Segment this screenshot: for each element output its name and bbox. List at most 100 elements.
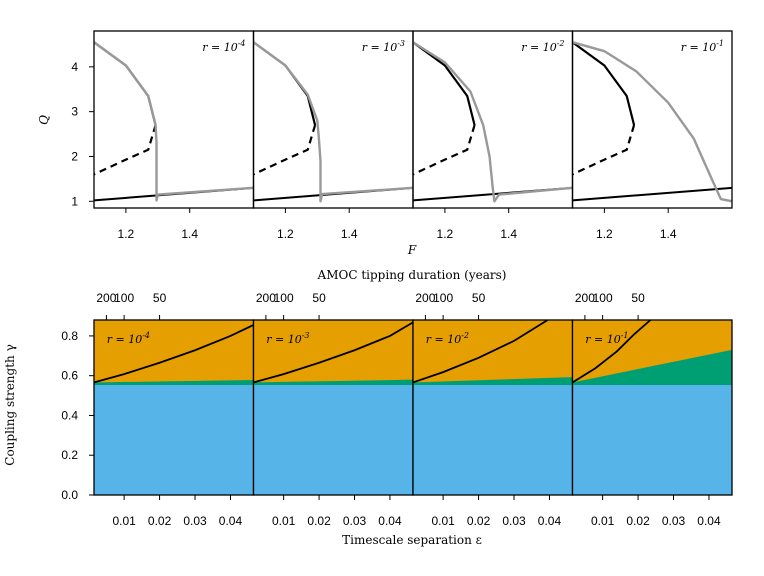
panel-label: r = 10-4 <box>107 331 150 346</box>
blue-region <box>94 385 254 495</box>
x-tick-label: 1.2 <box>277 227 294 241</box>
panel-label: r = 10-2 <box>426 331 469 346</box>
panel-label-exponent: -2 <box>461 331 469 340</box>
x-tick-label: 1.4 <box>500 227 517 241</box>
panel-label: r = 10-3 <box>266 331 309 346</box>
panel-label-base: r = 10 <box>681 41 716 54</box>
top-x-tick-label: 200 <box>415 291 435 305</box>
x-tick-label: 0.04 <box>697 514 721 528</box>
x-tick-label: 0.03 <box>343 514 367 528</box>
boundary-line <box>413 320 549 384</box>
x-tick-label: 1.2 <box>118 227 135 241</box>
x-tick-label: 0.03 <box>502 514 526 528</box>
x-tick-label: 0.02 <box>467 514 491 528</box>
panel-frame <box>93 30 255 209</box>
panel-label-base: r = 10 <box>426 333 461 346</box>
top-x-tick-label: 200 <box>575 291 595 305</box>
top-x-tick-label: 50 <box>631 291 645 305</box>
x-tick-label: 1.4 <box>341 227 358 241</box>
x-tick-label: 1.4 <box>660 227 677 241</box>
bottom-chart-top-axis-label: AMOC tipping duration (years) <box>317 268 507 282</box>
panel-frame <box>571 319 733 496</box>
panel-label: r = 10-3 <box>362 39 405 54</box>
stable-upper-branch <box>253 41 317 126</box>
x-tick-label: 0.03 <box>183 514 207 528</box>
panel-label-base: r = 10 <box>266 333 301 346</box>
panel-frame <box>252 30 414 209</box>
y-tick-label: 0.6 <box>61 369 78 383</box>
panel-label-base: r = 10 <box>202 41 237 54</box>
blue-region <box>413 385 573 495</box>
panel-label-base: r = 10 <box>521 41 556 54</box>
y-tick-label: 3 <box>71 105 78 119</box>
bottom-chart-x-label: Timescale separation ε <box>342 533 482 547</box>
stable-lower-branch <box>572 186 732 202</box>
bifurcation-panel-3: r = 10-2 1.2 1.4 <box>412 30 574 241</box>
top-chart-y-label: Q <box>37 115 51 125</box>
panel-frame <box>571 30 733 209</box>
y-tick-label: 0.2 <box>61 448 78 462</box>
panel-label-base: r = 10 <box>362 41 397 54</box>
top-x-tick-label: 50 <box>472 291 486 305</box>
top-x-tick-label: 50 <box>312 291 326 305</box>
top-x-tick-label: 200 <box>256 291 276 305</box>
unstable-branch <box>572 124 636 176</box>
x-tick-label: 0.04 <box>378 514 402 528</box>
panel-label-exponent: -4 <box>238 39 246 48</box>
stable-upper-branch <box>413 41 476 126</box>
x-tick-label: 0.01 <box>431 514 455 528</box>
bifurcation-panel-4: r = 10-1 1.2 1.4 <box>571 30 733 241</box>
panel-curves <box>413 41 573 203</box>
unstable-branch <box>413 124 476 176</box>
y-tick-label: 0.4 <box>61 408 78 422</box>
panel-label: r = 10-1 <box>681 39 724 54</box>
top-chart-x-label: F <box>407 243 417 257</box>
y-tick-label: 0.0 <box>61 488 78 502</box>
top-x-tick-label: 100 <box>274 291 294 305</box>
unstable-branch <box>94 124 157 176</box>
panel-label-exponent: -1 <box>716 39 724 48</box>
panel-regions <box>413 320 573 495</box>
panel-regions <box>572 320 732 495</box>
top-x-tick-label: 200 <box>96 291 116 305</box>
unstable-branch <box>253 124 317 176</box>
bifurcation-panel-1: r = 10-4 1.2 1.4 1 2 3 4 <box>71 30 255 241</box>
trajectory-curve <box>253 41 413 203</box>
panel-label-exponent: -4 <box>142 331 150 340</box>
top-x-tick-label: 50 <box>153 291 167 305</box>
trajectory-curve <box>94 41 254 202</box>
panel-curves <box>94 41 254 202</box>
panel-regions <box>94 320 254 495</box>
panel-label: r = 10-4 <box>202 39 245 54</box>
x-tick-label: 0.03 <box>662 514 686 528</box>
x-tick-label: 0.02 <box>307 514 331 528</box>
boundary-line <box>94 324 254 384</box>
top-x-tick-label: 100 <box>114 291 134 305</box>
panel-label-exponent: -2 <box>557 39 565 48</box>
bottom-chart-y-label: Coupling strength γ <box>3 344 17 465</box>
panel-label-exponent: -3 <box>302 331 310 340</box>
x-tick-label: 0.02 <box>148 514 172 528</box>
y-tick-label: 4 <box>71 60 78 74</box>
panel-curves <box>572 41 732 203</box>
panel-label: r = 10-2 <box>521 39 564 54</box>
x-tick-label: 0.01 <box>591 514 615 528</box>
top-x-tick-label: 100 <box>433 291 453 305</box>
top-x-tick-label: 100 <box>593 291 613 305</box>
panel-label-base: r = 10 <box>585 333 620 346</box>
x-tick-label: 0.01 <box>112 514 136 528</box>
y-tick-label: 0.8 <box>61 329 78 343</box>
bifurcation-panel-2: r = 10-3 1.2 1.4 <box>252 30 414 241</box>
panel-label-base: r = 10 <box>107 333 142 346</box>
panel-label-exponent: -3 <box>397 39 405 48</box>
boundary-line <box>253 321 413 384</box>
panel-regions <box>253 320 413 495</box>
panel-label-exponent: -1 <box>621 331 629 340</box>
